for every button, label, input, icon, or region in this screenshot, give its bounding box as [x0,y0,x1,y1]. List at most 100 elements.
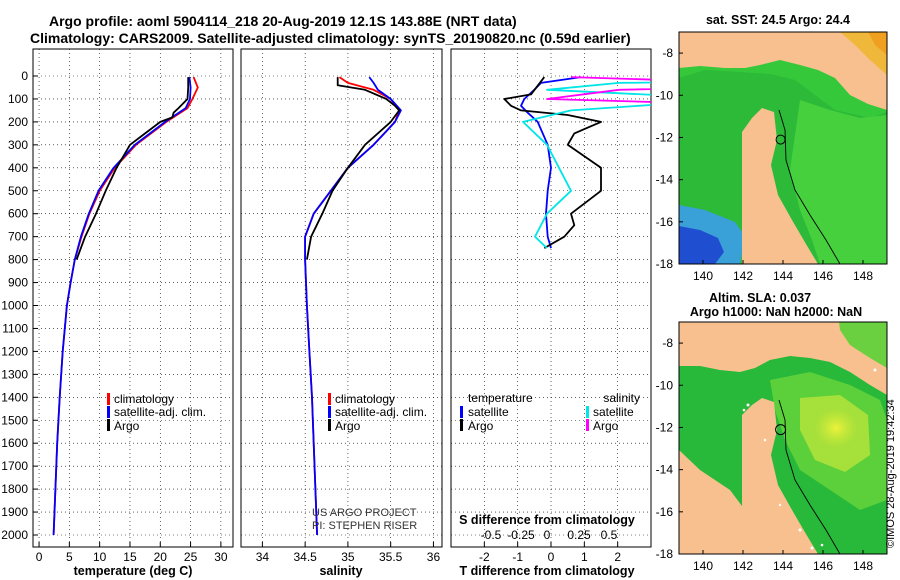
depth-tick-label: 1300 [1,367,28,381]
map-x-tick-label: 140 [693,559,713,573]
sla-high-peak [814,408,858,448]
sst-map: sat. SST: 24.5 Argo: 24.4 140 142 144 146 14… [656,13,888,283]
legend-marker-climatology [328,393,331,405]
s-tick-label: 0 [544,528,551,542]
copyright-footer: ©IMOS 28-Aug-2019 19:42:34 [885,399,897,548]
series-line-s-argo [546,76,651,103]
s-tick-label: 0.5 [601,528,618,542]
depth-tick-label: 2000 [1,528,28,542]
map-y-tick-label: -16 [656,215,674,229]
depth-tick-label: 1900 [1,505,28,519]
sst-cold-water [679,226,724,264]
map-y-tick-label: -16 [656,505,674,519]
sla-map: Altim. SLA: 0.037 Argo h1000: NaN h2000:… [656,291,888,573]
x-tick-label: 36 [427,550,441,564]
map-x-tick-label: 140 [693,269,713,283]
map-x-tick-label: 144 [773,269,793,283]
difference-legend: temperature satellite Argo salinity sate… [460,391,640,433]
s-tick-label: -0.25 [507,528,535,542]
temperature-frame [32,48,234,548]
s-tick-label: -0.5 [481,528,502,542]
map-y-tick-label: -12 [656,420,674,434]
legend-label-satellite: satellite-adj. clim. [114,405,206,419]
sst-reef-contour [778,109,841,264]
x-tick-label: -2 [479,550,490,564]
legend-marker-s-satellite [586,406,589,418]
sla-map-subtitle: Argo h1000: NaN h2000: NaN [690,305,862,319]
series-line-t-argo [503,76,602,249]
map-y-tick-label: -14 [656,173,674,187]
legend-title-temperature: temperature [468,391,533,405]
depth-tick-label: 0 [21,69,28,83]
project-annotation: US ARGO PROJECT [312,507,417,519]
x-tick-label: 10 [93,550,107,564]
legend-label-t-satellite: satellite [468,405,509,419]
temperature-xlabel: temperature (deg C) [74,564,193,578]
map-x-tick-label: 144 [773,559,793,573]
map-y-tick-label: -18 [656,547,674,561]
map-x-tick-label: 148 [853,269,873,283]
sst-coral-sea [790,100,887,264]
pi-annotation: PI: STEPHEN RISER [312,520,417,532]
temperature-panel: 0100200300400500600700800900100011001200… [1,48,234,578]
sst-land-cape-york [742,108,818,264]
x-tick-label: 34.5 [293,550,317,564]
depth-tick-label: 1000 [1,299,28,313]
series-line-argo [306,77,401,260]
legend-label-satellite: satellite-adj. clim. [335,405,427,419]
map-y-tick-label: -10 [656,88,674,102]
map-x-tick-label: 146 [813,559,833,573]
x-tick-label: 35 [341,550,355,564]
depth-tick-label: 1700 [1,459,28,473]
map-x-tick-label: 146 [813,269,833,283]
map-y-tick-label: -14 [656,463,674,477]
map-y-tick-label: -8 [662,336,673,350]
map-y-tick-label: -8 [662,46,673,60]
legend-marker-climatology [107,393,110,405]
x-tick-label: 1 [581,550,588,564]
legend-label-argo: Argo [114,419,140,433]
t-difference-xlabel: T difference from climatology [459,564,634,578]
legend-marker-satellite [107,406,110,418]
legend-label-climatology: climatology [335,392,395,406]
map-y-tick-label: -12 [656,130,674,144]
map-x-tick-label: 142 [733,269,753,283]
series-line-argo [75,77,190,260]
legend-marker-satellite [328,406,331,418]
salinity-panel: 34 34.5 35 35.5 36 salinity climatology sate… [240,48,443,578]
x-tick-label: 2 [614,550,621,564]
sla-gulf-water [839,322,887,368]
depth-tick-label: 800 [8,253,28,267]
depth-tick-label: 1200 [1,344,28,358]
x-tick-label: 25 [184,550,198,564]
x-tick-label: 30 [214,550,228,564]
sst-float-marker [775,134,786,145]
x-tick-label: 34 [256,550,270,564]
difference-panel: -2 -1 0 1 2 S difference from climatology -0… [450,48,652,578]
figure-title-line2: Climatology: CARS2009. Satellite-adjuste… [30,30,631,46]
map-x-tick-label: 142 [733,559,753,573]
sst-map-title: sat. SST: 24.5 Argo: 24.4 [706,13,850,27]
x-tick-label: 35.5 [379,550,403,564]
series-line-satellite-adj-clim- [304,76,402,536]
depth-tick-label: 1500 [1,413,28,427]
legend-label-s-argo: Argo [593,419,619,433]
legend-marker-argo [328,419,331,431]
figure-title-line1: Argo profile: aoml 5904114_218 20-Aug-20… [49,13,517,29]
sst-land-papua [679,32,887,110]
temperature-legend: climatology satellite-adj. clim. Argo [107,392,206,433]
legend-label-climatology: climatology [114,392,174,406]
legend-label-s-satellite: satellite [593,405,634,419]
map-y-tick-label: -10 [656,378,674,392]
sla-land-papua [679,322,887,395]
x-tick-label: 0 [548,550,555,564]
map-x-tick-label: 148 [853,559,873,573]
legend-marker-t-argo [460,419,463,431]
legend-marker-t-satellite [460,406,463,418]
sla-float-marker [775,424,787,436]
map-y-tick-label: -18 [656,257,674,271]
salinity-frame [240,48,443,548]
depth-tick-label: 1600 [1,436,28,450]
s-difference-label: S difference from climatology [459,513,635,527]
series-line-s-satellite [522,81,651,249]
